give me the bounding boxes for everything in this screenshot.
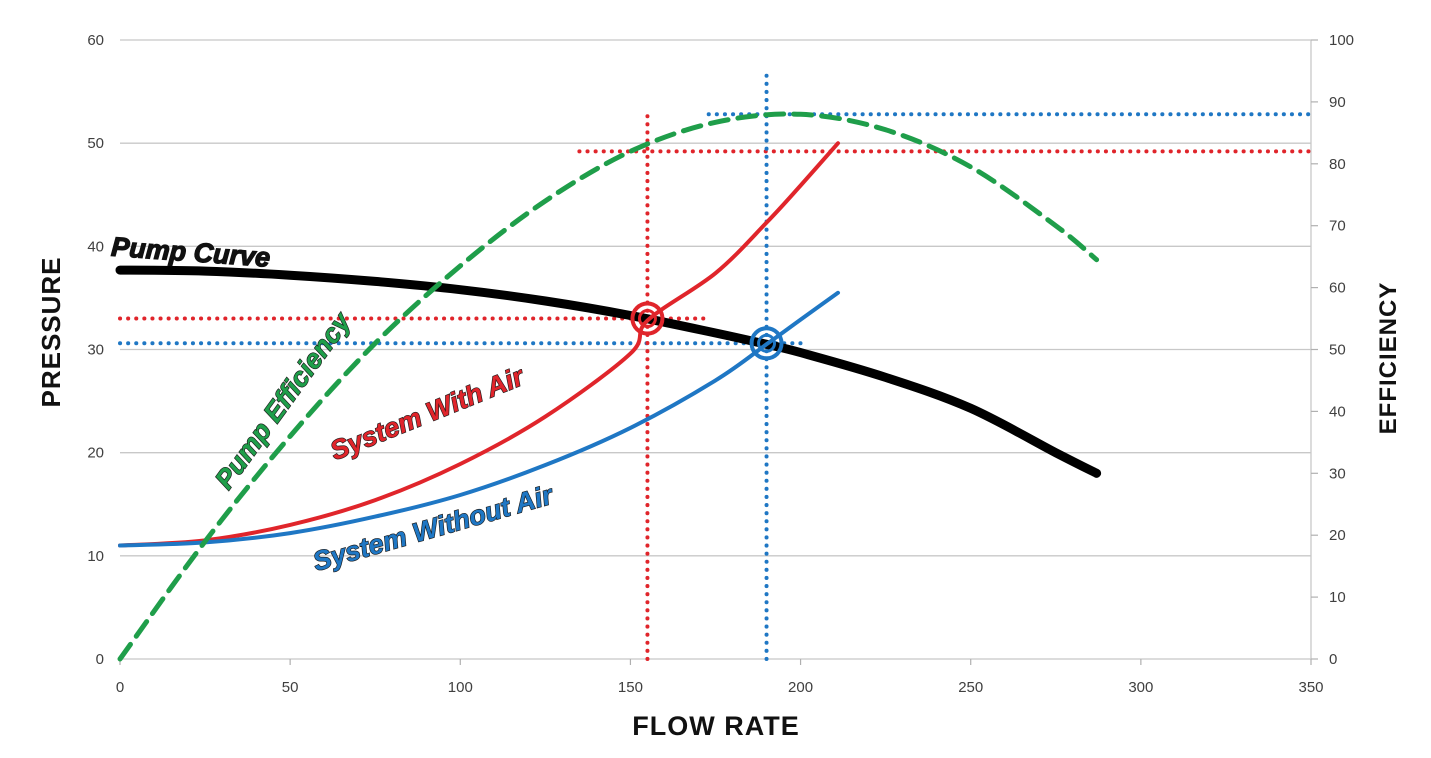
operating-point-inner-system-without-air [757,333,777,353]
y2-tick-label-60: 60 [1329,280,1346,297]
x-axis-title: FLOW RATE [632,711,799,741]
y-tick-label-10: 10 [87,548,104,565]
y2-tick-label-10: 10 [1329,589,1346,606]
x-axis-tick-labels: 0 50 100 150 200 250 300 350 [116,659,1324,696]
operating-point-inner-system-with-air [637,309,657,329]
operating-point-system-with-air [630,301,665,336]
curve-label-system-with-air: System With Air [326,361,529,466]
x-tick-label-200: 200 [788,679,813,696]
x-tick-label-50: 50 [282,679,299,696]
y2-tick-label-30: 30 [1329,465,1346,482]
y-tick-label-20: 20 [87,445,104,462]
y2-tick-label-20: 20 [1329,527,1346,544]
y2-tick-label-90: 90 [1329,94,1346,111]
y-tick-label-60: 60 [87,32,104,49]
x-tick-label-150: 150 [618,679,643,696]
y-tick-label-40: 40 [87,238,104,255]
curve-label-pump-efficiency: Pump Efficiency [209,306,358,495]
operating-points [630,301,784,361]
right-y-axis-tick-labels: 0 10 20 30 40 50 60 70 80 90 100 [1311,32,1354,668]
right-y-axis-title: EFFICIENCY [1375,282,1402,435]
series-line-system-without-air [118,290,840,548]
x-tick-label-250: 250 [958,679,983,696]
left-y-axis-tick-labels: 0 10 20 30 40 50 60 [87,32,104,668]
y2-tick-label-100: 100 [1329,32,1354,49]
series-lines [115,111,1102,662]
curve-label-system-without-air: System Without Air [310,479,558,577]
y2-tick-label-0: 0 [1329,651,1337,668]
operating-point-system-without-air [749,326,784,361]
y-tick-label-0: 0 [96,651,104,668]
x-tick-label-0: 0 [116,679,124,696]
y-tick-label-30: 30 [87,342,104,359]
y2-tick-label-50: 50 [1329,342,1346,359]
series-line-system-with-air [118,141,840,548]
x-tick-label-350: 350 [1298,679,1323,696]
left-y-axis-title: PRESSURE [36,256,66,407]
y2-tick-label-70: 70 [1329,218,1346,235]
y-tick-label-50: 50 [87,135,104,152]
series-line-pump-efficiency [117,111,1100,662]
y2-tick-label-80: 80 [1329,156,1346,173]
y2-tick-label-40: 40 [1329,403,1346,420]
horizontal-gridlines [120,39,1312,660]
x-tick-label-300: 300 [1128,679,1153,696]
x-tick-label-100: 100 [448,679,473,696]
